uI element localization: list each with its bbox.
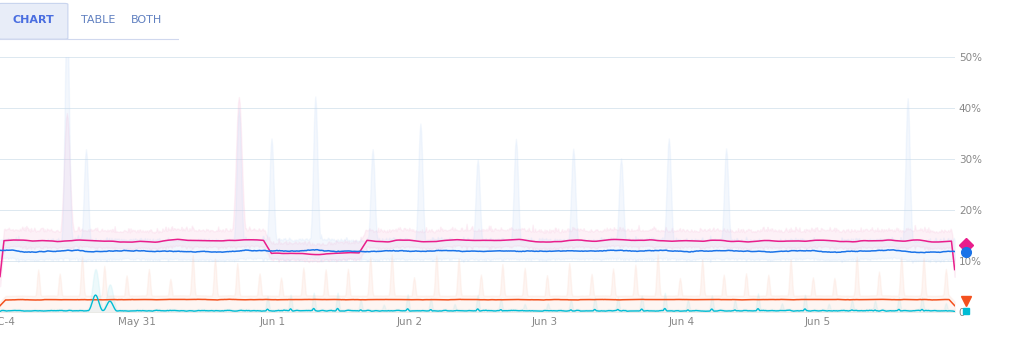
Text: BOTH: BOTH	[131, 16, 162, 26]
Text: CHART: CHART	[12, 16, 54, 26]
Text: TABLE: TABLE	[81, 16, 115, 26]
FancyBboxPatch shape	[0, 4, 67, 39]
